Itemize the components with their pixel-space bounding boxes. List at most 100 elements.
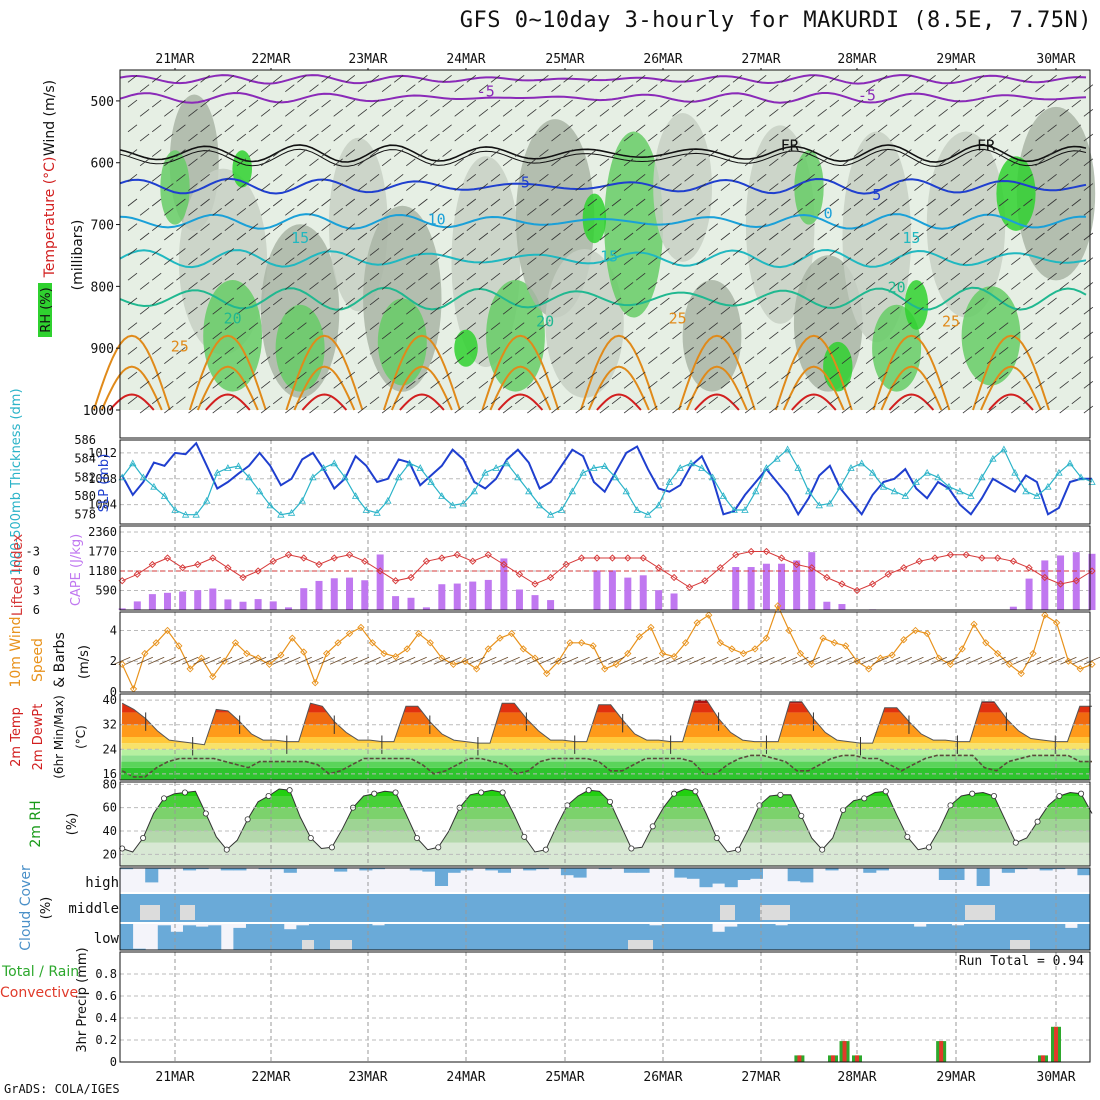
thickness-line [121, 448, 1093, 516]
thickness-marker-74 [912, 478, 920, 485]
cloud-high-41 [636, 868, 650, 873]
wind-barb-21-790 [381, 282, 392, 290]
wind-barb-11-470 [260, 84, 271, 92]
wind-barb-39-990 [599, 405, 610, 414]
wind-barb-13-870 [285, 331, 295, 340]
wind-barb-72-990 [998, 396, 1009, 405]
cloud-middle-57 [838, 894, 852, 922]
contour-label-9: 15 [600, 248, 618, 266]
cloud-low-64 [926, 924, 940, 950]
cloud-high-33 [535, 868, 549, 870]
cape-bar-9 [254, 599, 262, 610]
wind-barb-62-790 [877, 272, 888, 281]
wind-barb-61-630 [865, 183, 876, 191]
wind-barb-48-830 [708, 297, 719, 306]
wind-barb-10m-47 [654, 656, 671, 665]
wind-barb-40-910 [611, 347, 622, 355]
wind-barb-10m-84 [1083, 656, 1100, 665]
wind-barb-65-670 [914, 207, 924, 216]
wind-barb-17-550 [333, 133, 343, 142]
wind-barb-78-790 [1071, 272, 1082, 281]
wind-barb-51-990 [744, 405, 755, 414]
wind-barb-56-950 [805, 371, 815, 380]
wind-barb-10m-69 [907, 656, 924, 665]
wind-barb-70-550 [974, 124, 985, 133]
cloud-low-60 [875, 924, 889, 950]
wind-speed-marker-63 [842, 642, 850, 650]
wind-barb-10m-82 [1060, 656, 1077, 665]
wind-barb-51-830 [744, 306, 755, 315]
wind-speed-marker-35 [519, 645, 527, 653]
rh-marker-58 [735, 846, 742, 853]
wind-barb-39-670 [599, 207, 610, 216]
wind-barb-45-910 [672, 356, 682, 364]
lifted-index-marker-45 [808, 564, 816, 572]
rh-tick-20: 20 [103, 847, 117, 861]
wind-barb-22-710 [393, 223, 404, 232]
wind-barb-47-510 [696, 109, 706, 117]
wind-barb-10m-77 [1001, 656, 1018, 665]
thickness-marker-61 [773, 454, 781, 462]
cloud-high-71 [1014, 868, 1028, 870]
temp-dome-9-0 [972, 334, 1050, 411]
wind-barb-43-510 [648, 109, 658, 117]
cloud-high-49 [737, 868, 751, 880]
wind-barb-63-950 [890, 381, 900, 389]
wind-barb-69-830 [962, 306, 973, 315]
cape-bar-26 [515, 589, 523, 610]
wind-barb-13-510 [285, 109, 295, 117]
cloud-gap-2 [302, 940, 314, 950]
temp-tick-40: 40 [103, 693, 117, 707]
wind-speed-marker-79 [1029, 649, 1037, 658]
wind-barb-15-510 [309, 109, 319, 117]
wind-barb-42-950 [635, 371, 646, 380]
thickness-marker-27 [405, 459, 414, 467]
wind-barb-17-670 [333, 207, 343, 216]
wind-barb-23-950 [406, 381, 416, 389]
wind-barb-34-910 [539, 347, 549, 355]
wind-barb-73-910 [1011, 356, 1021, 364]
wind-barb-39-590 [599, 158, 610, 167]
wind-speed-marker-46 [647, 623, 655, 632]
wind-barb-4-990 [176, 396, 186, 405]
cloud-high-6 [195, 868, 209, 870]
cloud-high-74 [1052, 868, 1066, 870]
lifted-index-marker-58 [1009, 557, 1017, 565]
wind-barb-9-790 [236, 282, 247, 290]
thickness-marker-68 [847, 464, 855, 471]
cape-bar-61 [1057, 555, 1065, 610]
wind-barb-30-990 [490, 396, 501, 405]
wind-barb-73-990 [1011, 405, 1021, 414]
wind-barb-65-790 [914, 282, 924, 290]
wind-barb-76-470 [1047, 75, 1057, 83]
thickness-marker-3 [150, 482, 158, 490]
wind-barb-76-910 [1047, 347, 1057, 355]
pressure-tick-900: 900 [91, 342, 114, 357]
wind-barb-16-630 [321, 173, 331, 182]
wind-barb-5-550 [188, 133, 198, 142]
cape-bar-2 [148, 594, 156, 610]
wind-speed-marker-51 [705, 611, 713, 619]
wind-barb-34-950 [539, 371, 549, 380]
temp-dome-1-1 [196, 365, 259, 411]
cloud-high-76 [1077, 868, 1091, 876]
cloud-low-61 [888, 924, 902, 950]
thickness-marker-45 [601, 462, 609, 470]
wind-barb-29-830 [478, 306, 489, 315]
wind-barb-37-830 [575, 306, 585, 315]
wind-barb-48-670 [708, 198, 719, 207]
temp-ylabel-2: 2m DewPt [31, 704, 46, 771]
wind-speed-marker-61 [819, 634, 827, 642]
wind-barb-10m-23 [375, 656, 393, 665]
wind-barb-75-510 [1035, 109, 1045, 117]
wind-barb-10m-33 [491, 656, 509, 665]
wind-barb-60-630 [853, 173, 864, 182]
wind-barb-55-670 [793, 207, 803, 216]
cloud-middle-56 [825, 894, 839, 922]
wind-barb-15-630 [309, 183, 319, 191]
wind-barb-10m-67 [883, 656, 901, 665]
wind-barb-61-470 [865, 84, 876, 92]
cloud-middle-31 [510, 894, 524, 922]
wind-barb-45-870 [672, 331, 682, 340]
wind-barb-5-510 [188, 109, 198, 117]
